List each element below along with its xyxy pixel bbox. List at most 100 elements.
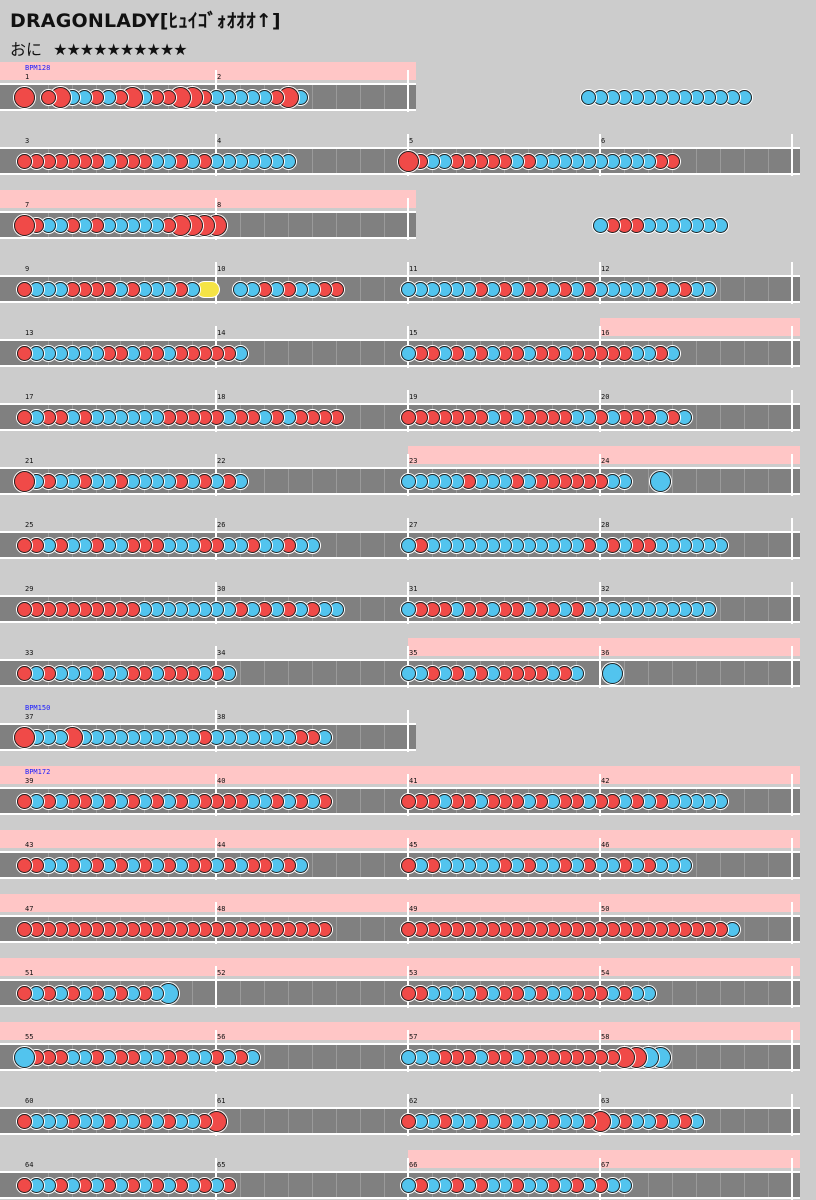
beat-gridline [288, 981, 289, 1005]
lane-top-line [0, 403, 800, 405]
measure-number: 31 [409, 585, 418, 593]
big-don-note [12, 213, 36, 237]
beat-gridline [336, 1045, 337, 1069]
don-note [15, 664, 33, 682]
ka-note [399, 280, 417, 298]
beat-gridline [336, 853, 337, 877]
barline [791, 134, 793, 176]
measure-number: 44 [217, 841, 226, 849]
gogo-band [0, 1022, 800, 1040]
beat-gridline [768, 853, 769, 877]
barline [791, 646, 793, 688]
ka-note [399, 1048, 417, 1066]
beat-gridline [384, 661, 385, 685]
beat-gridline [240, 1109, 241, 1133]
beat-gridline [288, 1045, 289, 1069]
beat-gridline [720, 405, 721, 429]
measure-number: 49 [409, 905, 418, 913]
beat-gridline [672, 1173, 673, 1197]
chart-row: 25 26 27 28 [0, 510, 816, 560]
beat-gridline [744, 1173, 745, 1197]
gogo-band [0, 766, 800, 784]
beat-gridline [384, 277, 385, 301]
beat-gridline [768, 277, 769, 301]
big-ka-note [12, 1045, 36, 1069]
barline [407, 198, 409, 240]
lane-bottom-line [0, 1197, 800, 1199]
beat-gridline [744, 405, 745, 429]
measure-number: 35 [409, 649, 418, 657]
beat-gridline [768, 149, 769, 173]
beat-gridline [360, 213, 361, 237]
barline [791, 262, 793, 304]
measure-number: 48 [217, 905, 226, 913]
chart-row: 51 52 53 54 [0, 958, 816, 1008]
big-don-note [12, 725, 36, 749]
beat-gridline [384, 981, 385, 1005]
beat-gridline [696, 1173, 697, 1197]
ka-note [231, 280, 249, 298]
measure-number: 29 [25, 585, 34, 593]
gogo-band [0, 830, 800, 848]
lane-bottom-line [0, 365, 800, 367]
measure-number: 17 [25, 393, 34, 401]
measure-number: 3 [25, 137, 30, 145]
lane-bottom-line [0, 685, 800, 687]
don-note [399, 984, 417, 1002]
beat-gridline [360, 85, 361, 109]
measure-number: 67 [601, 1161, 610, 1169]
beat-gridline [240, 981, 241, 1005]
lane-top-line [0, 147, 800, 149]
beat-gridline [264, 981, 265, 1005]
beat-gridline [360, 277, 361, 301]
don-note [15, 344, 33, 362]
beat-gridline [744, 533, 745, 557]
barline [791, 582, 793, 624]
beat-gridline [384, 725, 385, 749]
beat-gridline [360, 661, 361, 685]
beat-gridline [696, 469, 697, 493]
beat-gridline [384, 917, 385, 941]
lane-top-line [0, 211, 416, 213]
measure-number: 14 [217, 329, 226, 337]
beat-gridline [240, 661, 241, 685]
chart-row: 21 22 23 24 [0, 446, 816, 496]
measure-number: 51 [25, 969, 34, 977]
measure-number: 62 [409, 1097, 418, 1105]
beat-gridline [624, 661, 625, 685]
beat-gridline [744, 469, 745, 493]
measure-number: 45 [409, 841, 418, 849]
barline [791, 966, 793, 1008]
measure-number: 52 [217, 969, 226, 977]
measure-number: 24 [601, 457, 610, 465]
don-note [15, 1176, 33, 1194]
don-note [15, 856, 33, 874]
beat-gridline [288, 1109, 289, 1133]
beat-gridline [360, 853, 361, 877]
gogo-band [408, 446, 800, 464]
barline [791, 1158, 793, 1200]
beat-gridline [312, 85, 313, 109]
ka-note [399, 344, 417, 362]
beat-gridline [312, 149, 313, 173]
measure-number: 15 [409, 329, 418, 337]
beat-gridline [384, 149, 385, 173]
beat-gridline [720, 981, 721, 1005]
beat-gridline [384, 853, 385, 877]
ka-note [399, 600, 417, 618]
measure-number: 47 [25, 905, 34, 913]
lane-bottom-line [0, 877, 800, 879]
beat-gridline [312, 853, 313, 877]
chart-row: 47 48 49 50 [0, 894, 816, 944]
measure-number: 10 [217, 265, 226, 273]
gogo-band [0, 894, 800, 912]
measure-number: 55 [25, 1033, 34, 1041]
don-note [15, 152, 33, 170]
chart-row: 3 4 5 6 [0, 126, 816, 176]
lane-bottom-line [0, 1133, 800, 1135]
beat-gridline [312, 981, 313, 1005]
big-ka-note [648, 469, 672, 493]
measure-number: 28 [601, 521, 610, 529]
gogo-band [600, 318, 800, 336]
beat-gridline [312, 213, 313, 237]
